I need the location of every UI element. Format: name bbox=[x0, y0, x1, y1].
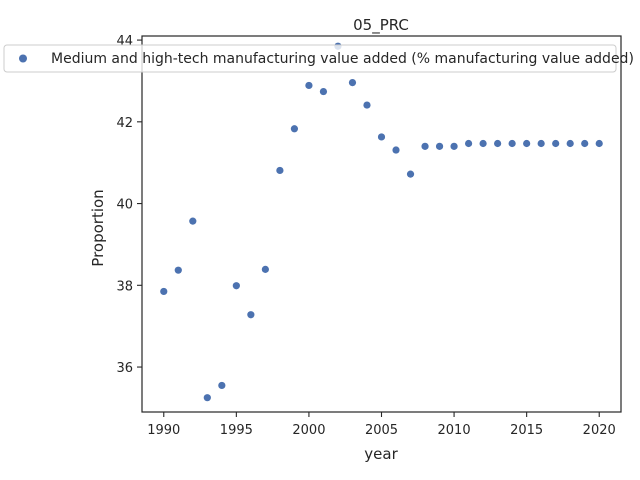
data-point bbox=[305, 81, 313, 90]
x-tick-label: 2005 bbox=[365, 423, 398, 438]
data-point bbox=[523, 139, 531, 148]
data-point bbox=[319, 87, 328, 96]
data-point bbox=[479, 139, 487, 148]
data-point bbox=[261, 265, 269, 273]
data-point bbox=[494, 139, 502, 148]
data-point bbox=[218, 381, 226, 390]
data-point bbox=[595, 139, 603, 148]
legend-marker bbox=[19, 54, 27, 63]
legend: Medium and high-tech manufacturing value… bbox=[3, 44, 634, 73]
data-point bbox=[276, 166, 284, 175]
data-point bbox=[348, 78, 357, 87]
x-tick-label: 1990 bbox=[147, 423, 180, 438]
data-point bbox=[392, 146, 400, 154]
data-point bbox=[232, 282, 240, 290]
data-point bbox=[464, 139, 473, 148]
x-tick-label: 2010 bbox=[438, 423, 471, 438]
data-point bbox=[174, 266, 182, 274]
data-point bbox=[189, 217, 197, 225]
x-axis: 1990 1995 2000 2005 2010 2015 2020 bbox=[147, 412, 616, 438]
data-point bbox=[581, 139, 589, 148]
y-tick-label: 40 bbox=[116, 198, 133, 213]
x-axis-label: year bbox=[364, 445, 398, 463]
data-point bbox=[363, 101, 371, 109]
data-point bbox=[421, 142, 429, 150]
data-point bbox=[450, 142, 458, 150]
y-tick-label: 38 bbox=[116, 279, 133, 294]
x-tick-label: 2015 bbox=[510, 423, 543, 438]
chart-title: 05_PRC bbox=[353, 16, 409, 35]
data-point bbox=[247, 311, 255, 319]
data-point bbox=[537, 139, 545, 148]
data-points bbox=[160, 42, 603, 402]
legend-box bbox=[3, 44, 617, 73]
data-point bbox=[160, 287, 168, 296]
x-tick-label: 2020 bbox=[583, 423, 616, 438]
plot-frame bbox=[141, 35, 622, 413]
data-point bbox=[290, 125, 299, 133]
data-point bbox=[552, 139, 560, 148]
y-tick-label: 36 bbox=[116, 361, 133, 376]
data-point bbox=[566, 139, 574, 148]
data-point bbox=[435, 142, 444, 150]
y-axis-label: Proportion bbox=[89, 189, 107, 266]
data-point bbox=[203, 394, 211, 402]
legend-label: Medium and high-tech manufacturing value… bbox=[51, 51, 634, 67]
data-point bbox=[406, 170, 415, 178]
data-point bbox=[377, 133, 386, 141]
data-point bbox=[508, 139, 516, 148]
x-tick-label: 1995 bbox=[220, 423, 253, 438]
x-tick-label: 2000 bbox=[292, 423, 325, 438]
y-tick-label: 42 bbox=[116, 116, 133, 131]
